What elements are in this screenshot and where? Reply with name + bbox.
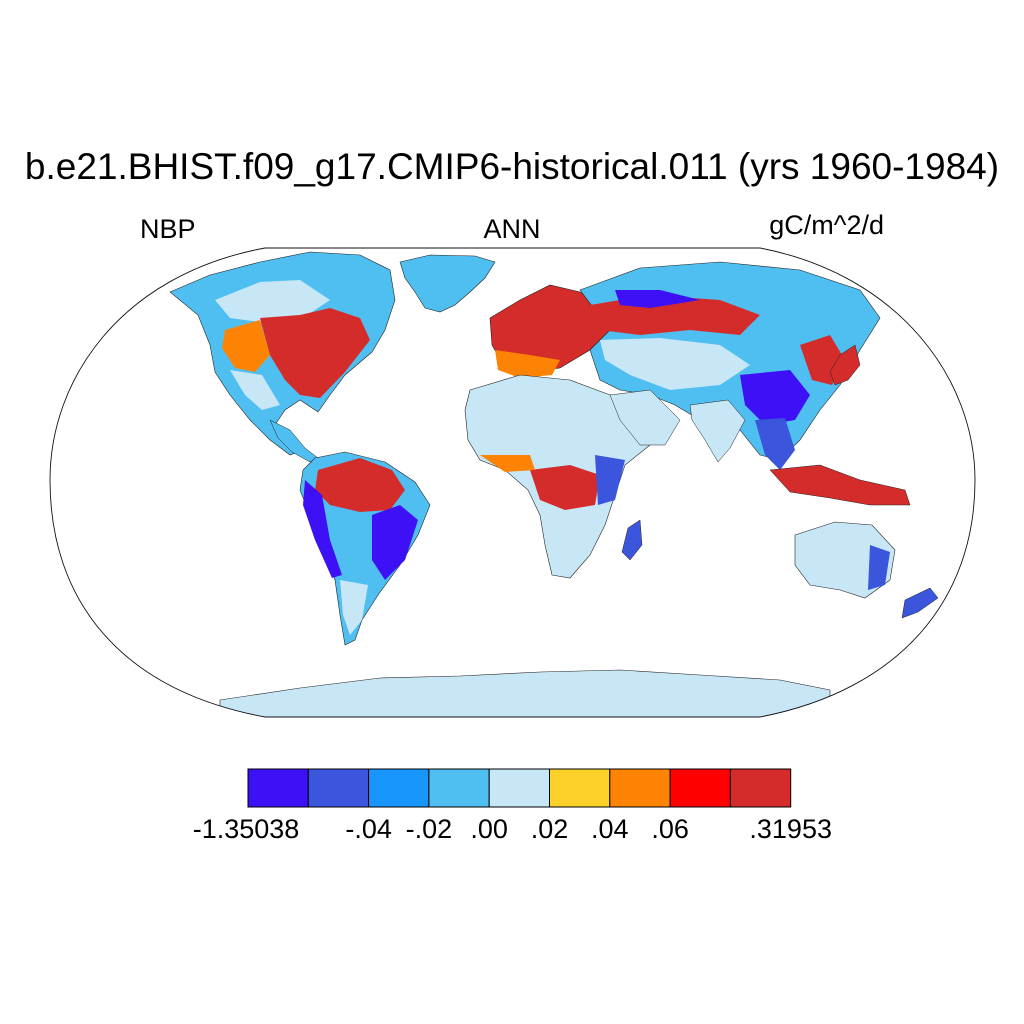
india: [689, 399, 746, 463]
colorbar-label-3: .00: [470, 814, 508, 844]
colorbar-label-1: -.04: [345, 814, 392, 844]
colorbar-swatch-8: [729, 768, 792, 808]
se-asia-blue: [755, 418, 795, 470]
central-africa-red: [530, 465, 600, 510]
colorbar-swatch-5: [549, 768, 611, 808]
indonesia: [769, 464, 911, 506]
variable-label: NBP: [140, 214, 196, 244]
west-africa-orange: [480, 455, 535, 472]
sa-east-blue: [372, 505, 418, 580]
east-asia-blue: [740, 370, 810, 425]
units-label: gC/m^2/d: [769, 210, 884, 240]
colorbar-label-0: -1.35038: [192, 814, 300, 844]
colorbar-swatch-0: [247, 768, 309, 808]
colorbar-swatch-4: [488, 768, 551, 808]
colorbar-label-2: -.02: [405, 814, 453, 844]
europe-orange: [495, 350, 560, 378]
sa-west-blue: [303, 480, 342, 578]
amazon-red: [315, 458, 405, 512]
sa-south-light: [340, 580, 368, 635]
antarctica: [219, 669, 831, 717]
season-label: ANN: [483, 214, 541, 244]
map-title: b.e21.BHIST.f09_g17.CMIP6-historical.011…: [24, 146, 1000, 187]
east-australia-blue: [868, 545, 890, 590]
new-zealand: [901, 587, 939, 619]
siberia-blue: [615, 290, 700, 308]
colorbar-swatch-1: [307, 768, 370, 808]
east-africa-blue: [595, 455, 625, 505]
colorbar-swatch-3: [428, 768, 490, 808]
arabia: [609, 389, 681, 446]
colorbar-swatch-7: [669, 768, 731, 808]
greenland: [399, 254, 496, 313]
central-asia-light: [600, 338, 750, 390]
colorbar-label-7: .31953: [749, 814, 832, 844]
colorbar-label-4: .02: [530, 814, 569, 844]
na-southwest-light: [230, 370, 280, 410]
madagascar: [621, 519, 643, 561]
colorbar-label-6: .06: [651, 814, 689, 844]
colorbar-swatch-2: [368, 768, 430, 808]
na-east-red: [260, 308, 370, 398]
colorbar-swatch-6: [609, 768, 671, 808]
na-west-orange: [222, 320, 270, 372]
japan: [829, 344, 861, 386]
na-canada-light: [215, 280, 330, 322]
colorbar-label-5: .04: [591, 814, 629, 844]
map-outline: [49, 247, 976, 718]
